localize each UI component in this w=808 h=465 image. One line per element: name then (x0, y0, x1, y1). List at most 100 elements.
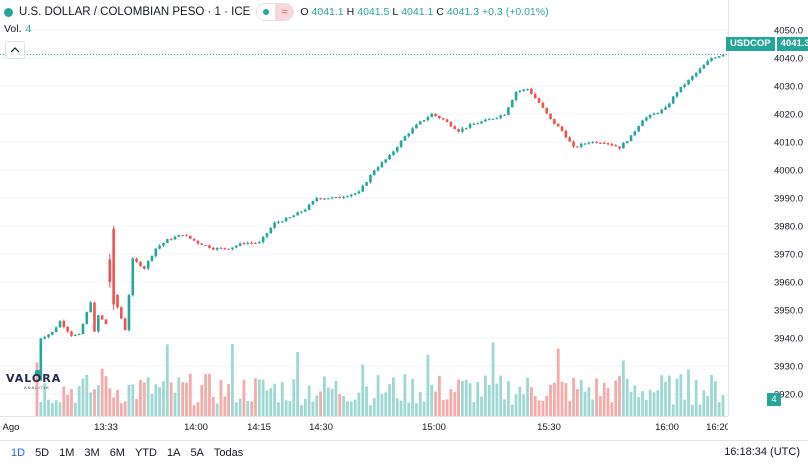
period-1m[interactable]: 1M (59, 447, 75, 459)
approx-badge[interactable]: ≈ (275, 4, 294, 20)
candle-body (706, 61, 709, 66)
candle-body (514, 91, 518, 100)
price-tick-label: 4000.0 (774, 166, 803, 177)
volume-bar (614, 380, 618, 416)
last-price-tag: USDCOP 4041.3 (726, 37, 808, 51)
volume-bar (154, 384, 158, 416)
volume-value: 4 (25, 23, 32, 35)
volume-bar (227, 384, 231, 416)
logo-mark-icon (34, 370, 42, 376)
low-value: 4041.1 (401, 6, 434, 18)
candle-body (622, 143, 625, 149)
period-todas[interactable]: Todas (213, 447, 244, 459)
symbol-title[interactable]: U.S. DOLLAR / COLOMBIAN PESO · 1 · ICE (19, 6, 251, 18)
period-ytd[interactable]: YTD (134, 447, 157, 459)
collapse-legend-button[interactable] (5, 41, 25, 59)
volume-bar (376, 375, 380, 416)
candle-body (319, 198, 322, 200)
time-tick-label: 16:00 (655, 422, 679, 433)
candle-body (169, 239, 173, 241)
volume-bar (522, 394, 526, 416)
volume-bar (112, 397, 116, 416)
candle-body (602, 142, 606, 144)
volume-bar (357, 392, 361, 416)
candle-body (100, 315, 104, 320)
volume-bar (139, 380, 142, 416)
volume-bar (575, 389, 579, 416)
volume-bar (39, 401, 43, 416)
volume-bar (629, 391, 633, 416)
volume-bar (292, 379, 296, 416)
candle-body (311, 200, 315, 205)
volume-bar (123, 401, 127, 416)
volume-bar (434, 391, 437, 416)
period-1a[interactable]: 1A (166, 447, 181, 459)
candle-body (81, 323, 85, 335)
volume-bar (721, 395, 725, 416)
volume-bar (529, 387, 533, 416)
candle-body (365, 182, 368, 186)
volume-bar (307, 385, 311, 416)
candle-body (637, 126, 640, 132)
candle-body (234, 245, 238, 248)
candle-body (614, 145, 617, 147)
period-5d[interactable]: 5D (35, 447, 50, 459)
volume-bar (50, 403, 54, 416)
utc-clock[interactable]: 16:18:34 (UTC) (724, 446, 800, 458)
candle-body (380, 162, 384, 168)
candle-body (120, 307, 123, 319)
volume-bar (173, 392, 177, 416)
candle-body (353, 193, 357, 195)
candle-body (595, 141, 598, 143)
volume-bar (261, 379, 265, 416)
price-tick-label: 3930.0 (774, 362, 803, 373)
volume-bar (349, 401, 353, 416)
period-3m[interactable]: 3M (84, 447, 100, 459)
candle-body (411, 128, 414, 134)
price-chart[interactable] (0, 0, 728, 416)
volume-bar (254, 378, 257, 416)
chart-area[interactable] (0, 0, 728, 416)
period-5a[interactable]: 5A (190, 447, 204, 459)
time-axis[interactable]: Ago 13:33 14:00 14:15 14:30 15:00 15:30 16:00 16… (0, 416, 728, 440)
high-label: H (346, 6, 355, 18)
volume-bar (165, 344, 169, 416)
candle-body (131, 258, 135, 296)
candle-body (629, 135, 633, 142)
candle-body (208, 245, 211, 248)
volume-bar (660, 375, 664, 416)
status-badge[interactable] (257, 4, 276, 20)
candle-body (675, 92, 679, 97)
volume-bar (625, 378, 629, 416)
volume-bar (698, 404, 702, 416)
candle-body (62, 321, 66, 327)
period-1d[interactable]: 1D (11, 447, 26, 459)
period-selector: 1D 5D 1M 3M 6M YTD 1A 5A Todas (6, 447, 248, 459)
candle-body (204, 245, 207, 247)
price-axis[interactable]: 3910.03920.03930.03940.03950.03960.03970… (728, 0, 808, 416)
candle-body (185, 235, 188, 237)
candle-body (127, 295, 131, 331)
volume-bar (445, 399, 449, 416)
candle-body (384, 159, 388, 163)
volume-bar (664, 381, 667, 416)
close-label: C (436, 6, 444, 18)
volume-bar (552, 382, 556, 416)
time-tick-label: 14:00 (184, 422, 208, 433)
volume-bar (223, 396, 227, 416)
volume-bar (667, 375, 671, 416)
volume-bar (284, 400, 288, 416)
volume-bar (388, 384, 391, 416)
period-6m[interactable]: 6M (109, 447, 125, 459)
legend-badges[interactable]: ≈ (256, 3, 295, 21)
volume-bar (587, 387, 591, 416)
candle-body (453, 126, 457, 130)
candle-body (522, 89, 526, 91)
candle-body (196, 240, 200, 244)
time-tick-label: 14:30 (309, 422, 333, 433)
volume-bar (231, 343, 234, 416)
candle-body (372, 170, 376, 176)
volume-bar (706, 395, 710, 416)
volume-bar (480, 396, 483, 416)
candle-body (93, 302, 96, 332)
